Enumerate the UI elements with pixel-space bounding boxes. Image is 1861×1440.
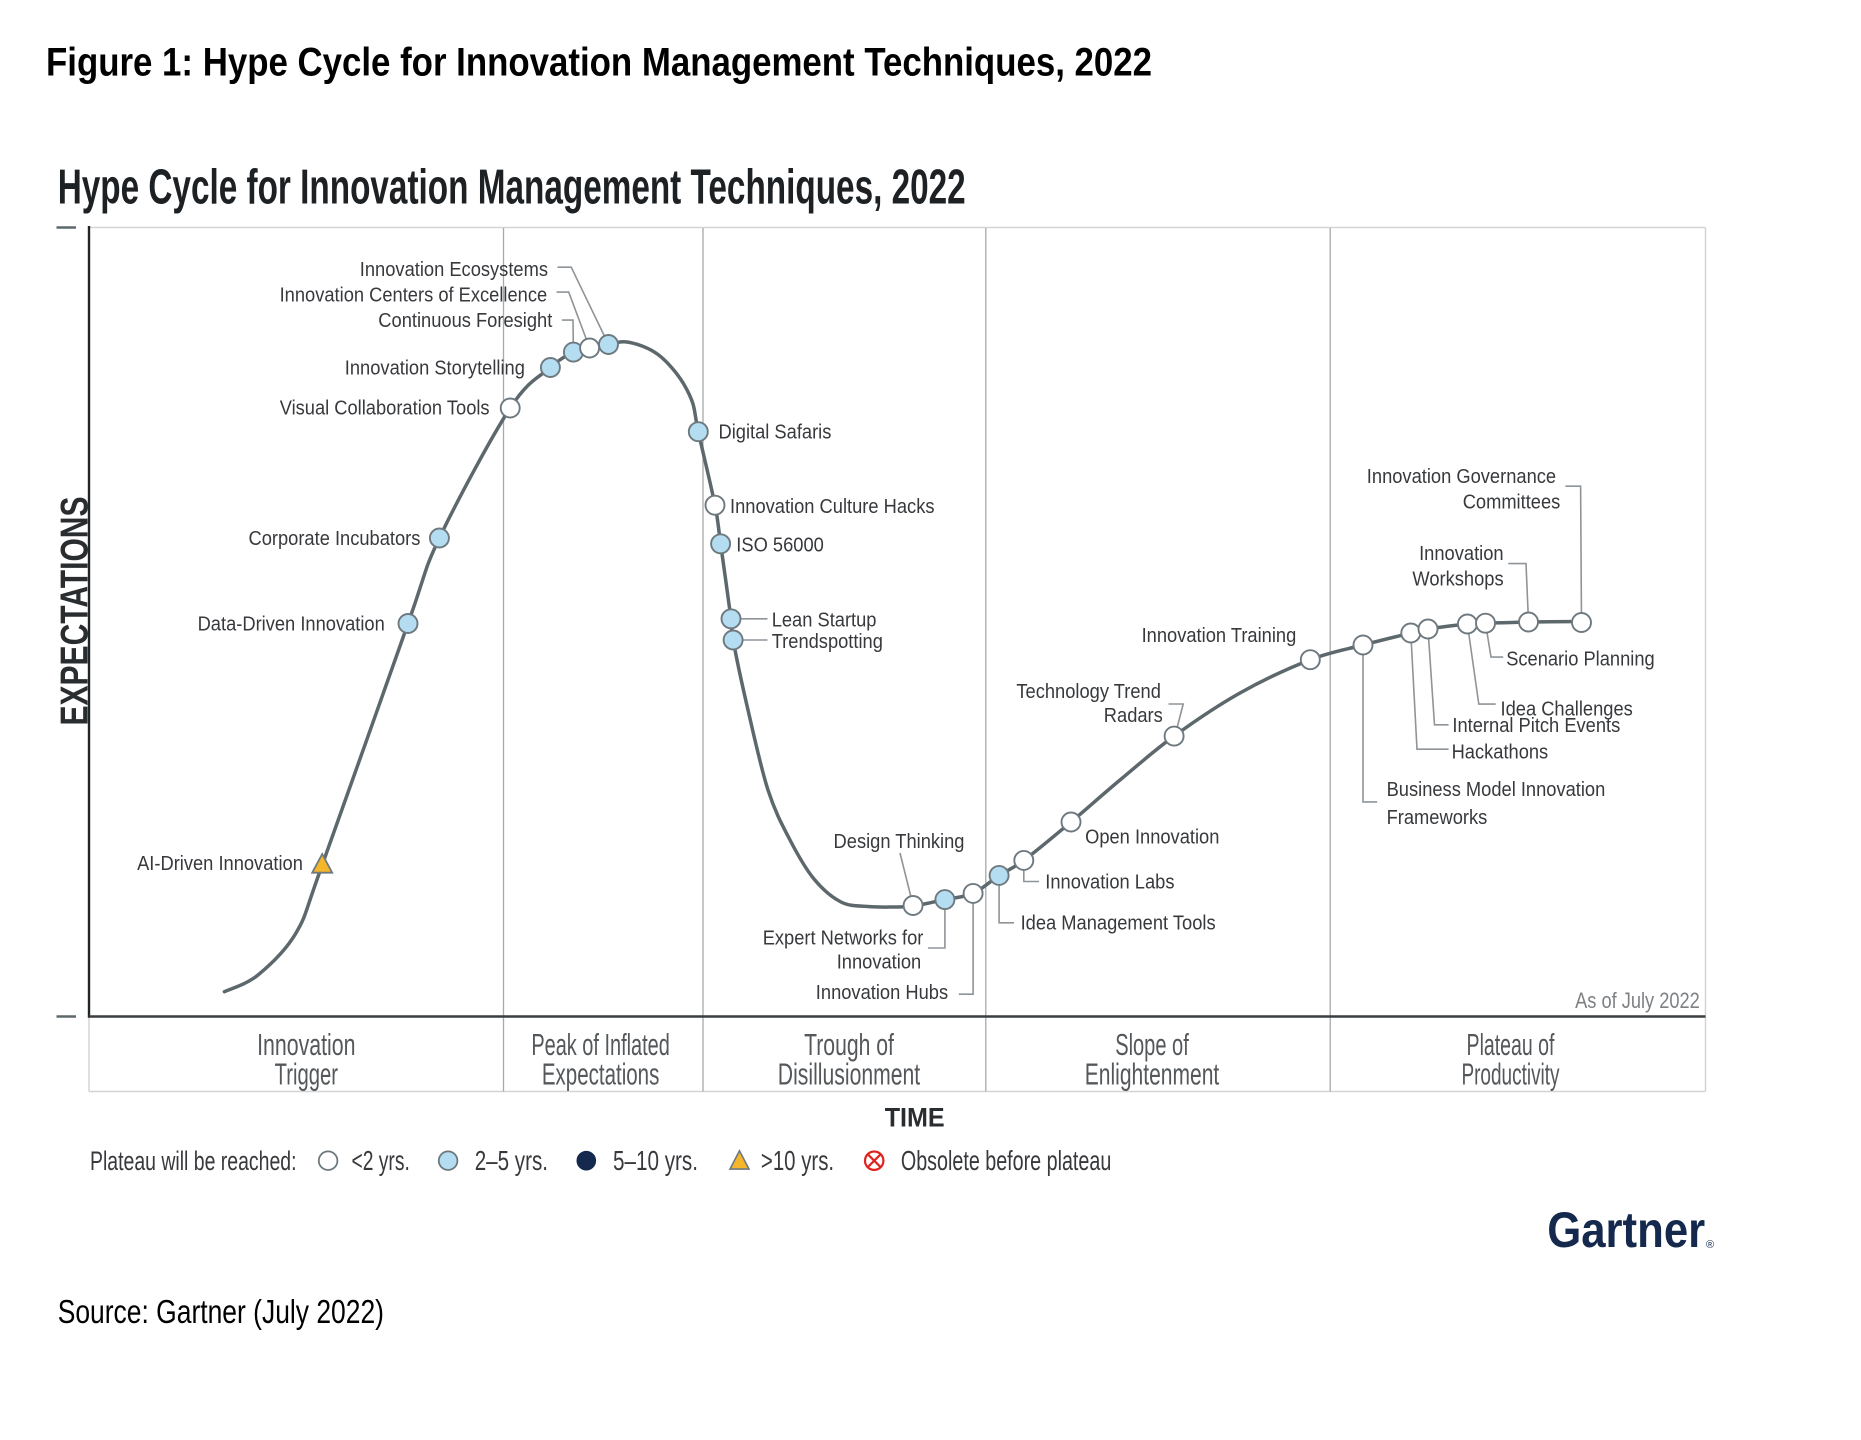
svg-text:Innovation Training: Innovation Training xyxy=(1142,625,1297,647)
svg-text:Frameworks: Frameworks xyxy=(1387,807,1488,829)
svg-text:Internal Pitch Events: Internal Pitch Events xyxy=(1452,715,1620,737)
svg-text:Innovation: Innovation xyxy=(257,1027,355,1062)
svg-text:Digital Safaris: Digital Safaris xyxy=(719,422,832,444)
svg-text:ISO 56000: ISO 56000 xyxy=(736,535,824,557)
svg-text:Trendspotting: Trendspotting xyxy=(772,631,883,653)
svg-text:Technology Trend: Technology Trend xyxy=(1016,681,1161,703)
svg-text:Productivity: Productivity xyxy=(1461,1057,1559,1092)
svg-text:Committees: Committees xyxy=(1463,492,1561,514)
svg-text:Idea Challenges: Idea Challenges xyxy=(1501,699,1633,721)
svg-text:Idea Management Tools: Idea Management Tools xyxy=(1021,913,1216,935)
svg-text:Disillusionment: Disillusionment xyxy=(778,1057,921,1092)
svg-text:Scenario Planning: Scenario Planning xyxy=(1506,649,1655,671)
svg-text:Innovation: Innovation xyxy=(837,952,922,974)
svg-text:AI-Driven Innovation: AI-Driven Innovation xyxy=(137,853,303,875)
svg-text:Continuous Foresight: Continuous Foresight xyxy=(378,310,552,332)
svg-text:Data-Driven Innovation: Data-Driven Innovation xyxy=(198,614,385,636)
svg-text:Innovation Culture Hacks: Innovation Culture Hacks xyxy=(730,496,935,518)
svg-text:Source: Gartner (July 2022): Source: Gartner (July 2022) xyxy=(58,1293,384,1330)
svg-text:Plateau will be reached:: Plateau will be reached: xyxy=(90,1146,297,1176)
svg-text:Expert Networks for: Expert Networks for xyxy=(763,928,924,950)
svg-text:Design Thinking: Design Thinking xyxy=(834,831,965,853)
svg-text:2–5 yrs.: 2–5 yrs. xyxy=(475,1145,548,1176)
svg-text:Expectations: Expectations xyxy=(542,1057,660,1092)
svg-text:Hype Cycle for Innovation Mana: Hype Cycle for Innovation Management Tec… xyxy=(58,161,966,215)
svg-text:Visual Collaboration Tools: Visual Collaboration Tools xyxy=(280,398,490,420)
svg-text:Radars: Radars xyxy=(1104,705,1163,727)
svg-text:Slope of: Slope of xyxy=(1115,1027,1189,1062)
svg-text:Business Model Innovation: Business Model Innovation xyxy=(1387,779,1606,801)
svg-text:Workshops: Workshops xyxy=(1412,569,1503,591)
svg-text:Figure 1: Hype Cycle for Innov: Figure 1: Hype Cycle for Innovation Mana… xyxy=(46,41,1152,85)
svg-text:Innovation: Innovation xyxy=(1419,543,1504,565)
svg-text:®: ® xyxy=(1706,1239,1714,1251)
svg-text:EXPECTATIONS: EXPECTATIONS xyxy=(54,497,97,726)
svg-text:Innovation Labs: Innovation Labs xyxy=(1045,872,1174,894)
svg-text:Trigger: Trigger xyxy=(275,1057,338,1092)
svg-text:Hackathons: Hackathons xyxy=(1452,742,1549,764)
svg-text:As of July 2022: As of July 2022 xyxy=(1575,988,1700,1013)
svg-text:<2 yrs.: <2 yrs. xyxy=(352,1145,410,1176)
svg-text:TIME: TIME xyxy=(885,1103,945,1133)
svg-text:>10 yrs.: >10 yrs. xyxy=(761,1145,834,1176)
svg-text:Obsolete before plateau: Obsolete before plateau xyxy=(901,1145,1111,1176)
svg-text:Gartner: Gartner xyxy=(1547,1202,1705,1258)
svg-text:Peak of Inflated: Peak of Inflated xyxy=(531,1027,670,1062)
svg-text:Lean Startup: Lean Startup xyxy=(772,610,877,632)
svg-text:5–10 yrs.: 5–10 yrs. xyxy=(613,1145,698,1176)
svg-text:Corporate Incubators: Corporate Incubators xyxy=(249,528,421,550)
svg-text:Open Innovation: Open Innovation xyxy=(1085,827,1219,849)
svg-text:Enlightenment: Enlightenment xyxy=(1085,1057,1220,1092)
svg-text:Innovation Hubs: Innovation Hubs xyxy=(816,982,948,1004)
svg-text:Innovation Centers of Excellen: Innovation Centers of Excellence xyxy=(280,285,548,307)
svg-text:Innovation Governance: Innovation Governance xyxy=(1367,466,1556,488)
svg-text:Innovation Ecosystems: Innovation Ecosystems xyxy=(360,259,548,281)
svg-text:Plateau of: Plateau of xyxy=(1467,1027,1555,1062)
svg-text:Trough of: Trough of xyxy=(804,1027,894,1062)
svg-text:Innovation Storytelling: Innovation Storytelling xyxy=(345,358,525,380)
